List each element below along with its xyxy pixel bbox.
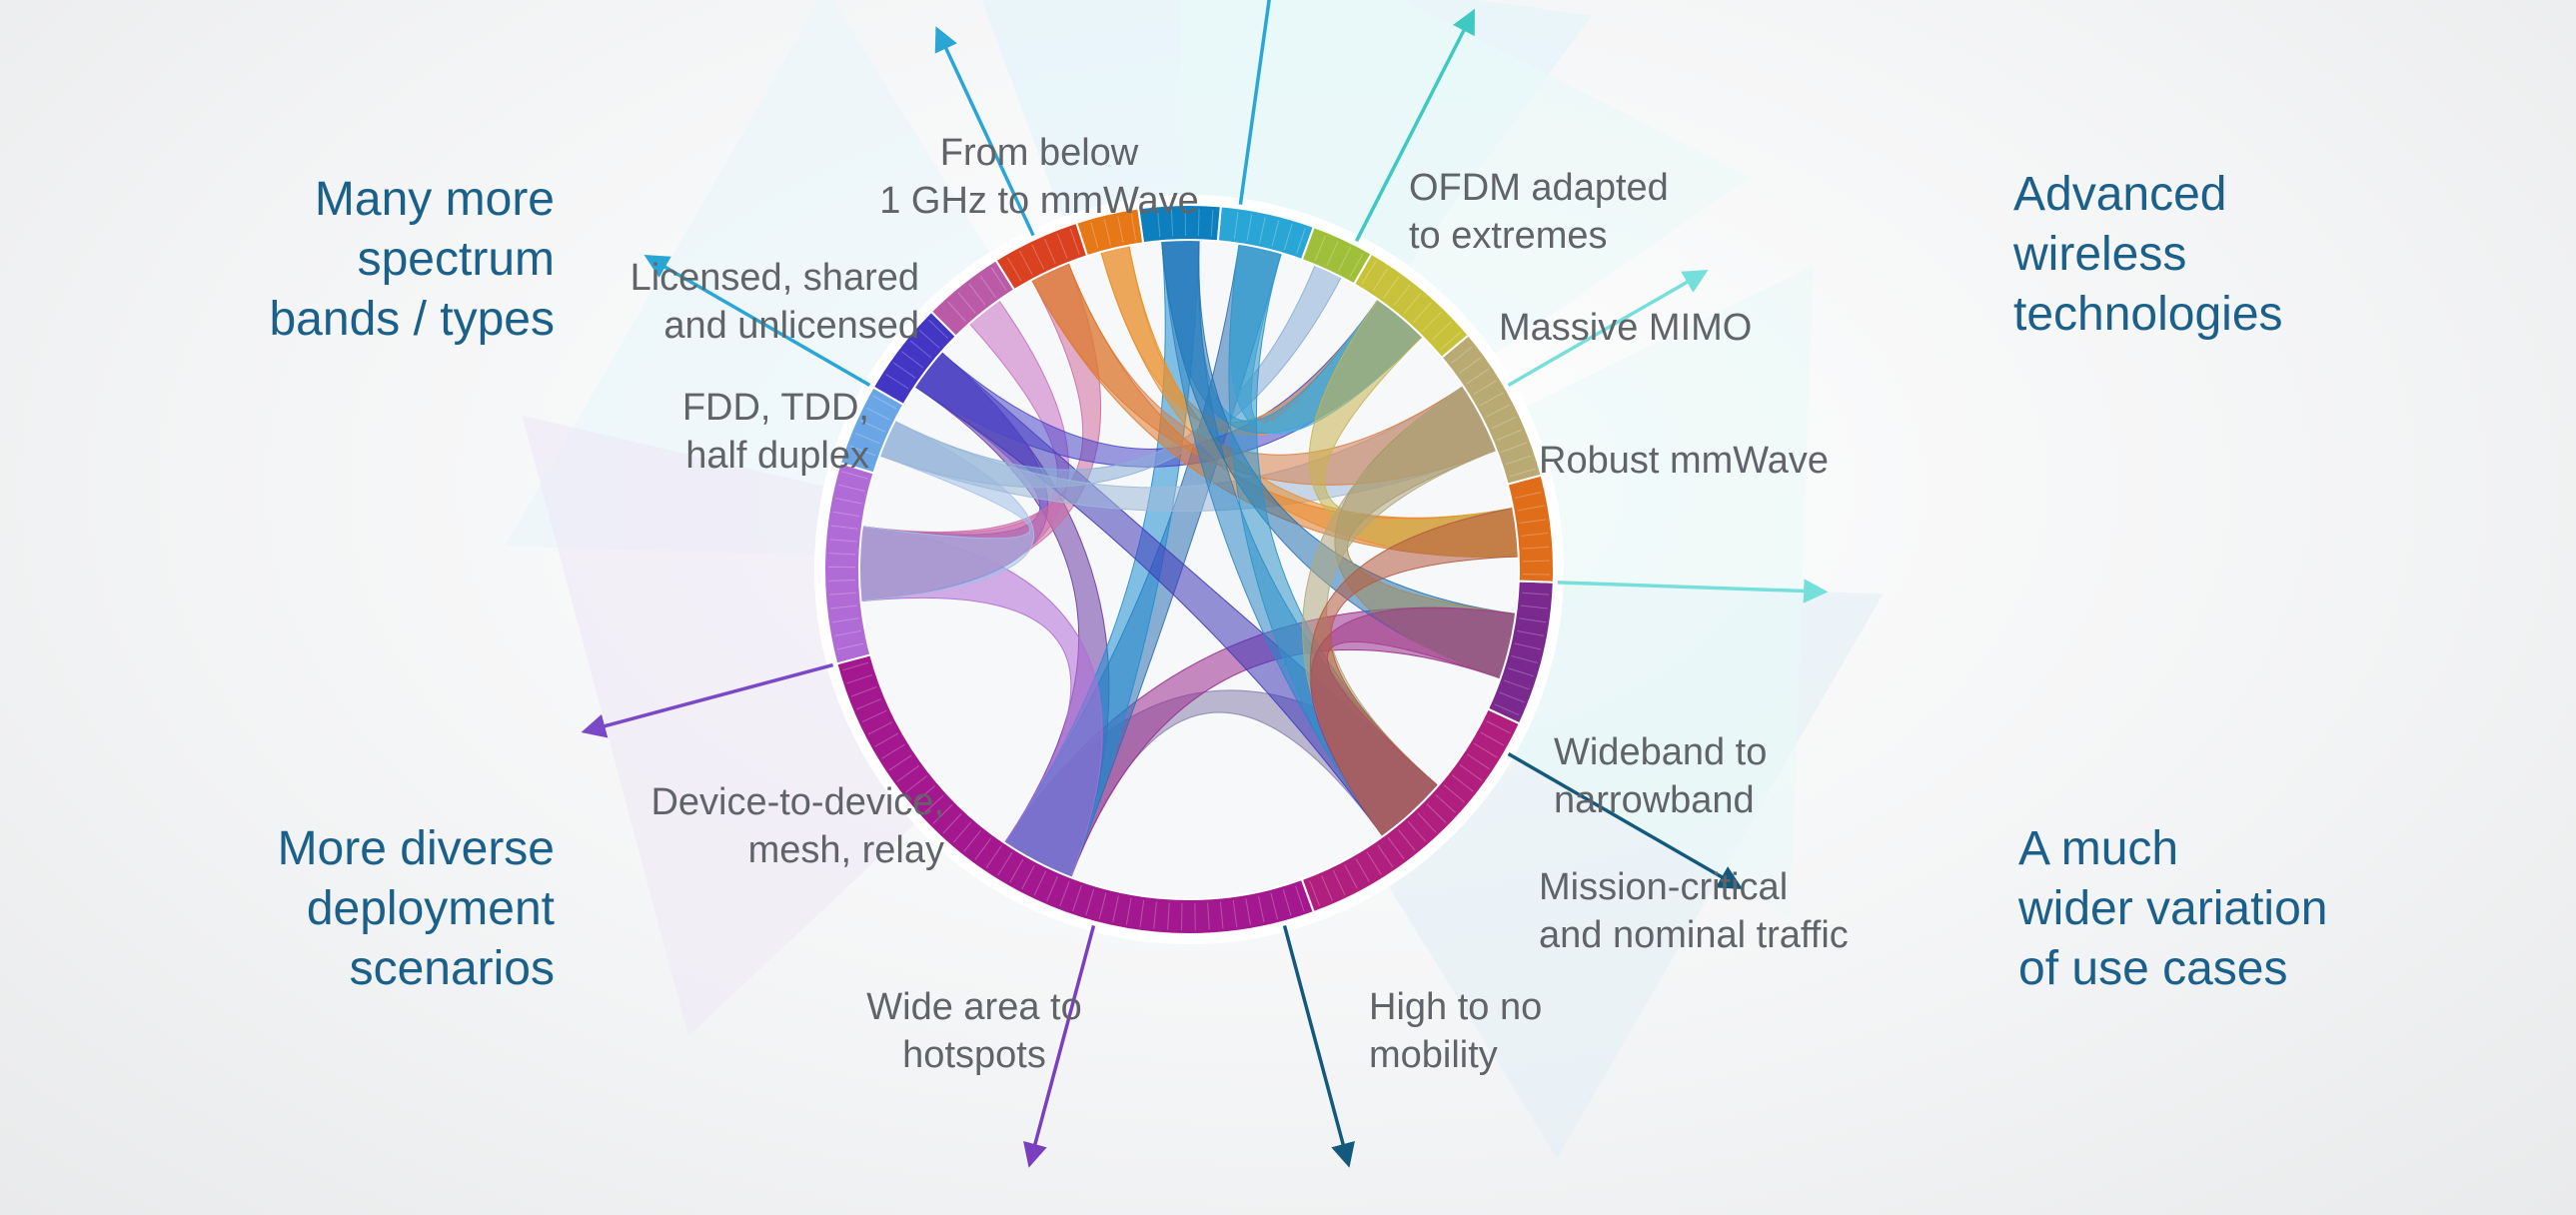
lbl-wideband: Wideband to narrowband xyxy=(1554,729,1874,824)
title-usecases: A much wider variation of use cases xyxy=(2018,819,2488,999)
lbl-mmwave: Robust mmWave xyxy=(1539,438,1899,486)
lbl-spectrum: From below 1 GHz to mmWave xyxy=(849,130,1229,225)
lbl-mission: Mission-critical and nominal traffic xyxy=(1539,864,1958,959)
lbl-wah: Wide area to hotspots xyxy=(824,984,1124,1079)
lbl-mobility: High to no mobility xyxy=(1369,984,1629,1079)
lbl-ofdm: OFDM adapted to extremes xyxy=(1409,165,1769,260)
arrow-mobility xyxy=(1285,925,1349,1163)
title-wireless: Advanced wireless technologies xyxy=(2013,165,2433,345)
lbl-d2d: Device-to-device, mesh, relay xyxy=(575,779,944,874)
arc-tick xyxy=(1523,561,1550,562)
lbl-licensed: Licensed, shared and unlicensed xyxy=(585,255,919,350)
arc-tick xyxy=(1181,903,1182,930)
title-spectrum: Many more spectrum bands / types xyxy=(225,170,555,350)
lbl-fdd: FDD, TDD, half duplex xyxy=(640,385,869,480)
diagram-stage: Many more spectrum bands / types Advanced… xyxy=(0,0,2576,1215)
title-deploy: More diverse deployment scenarios xyxy=(160,819,555,999)
lbl-mimo: Massive MIMO xyxy=(1499,305,1839,353)
